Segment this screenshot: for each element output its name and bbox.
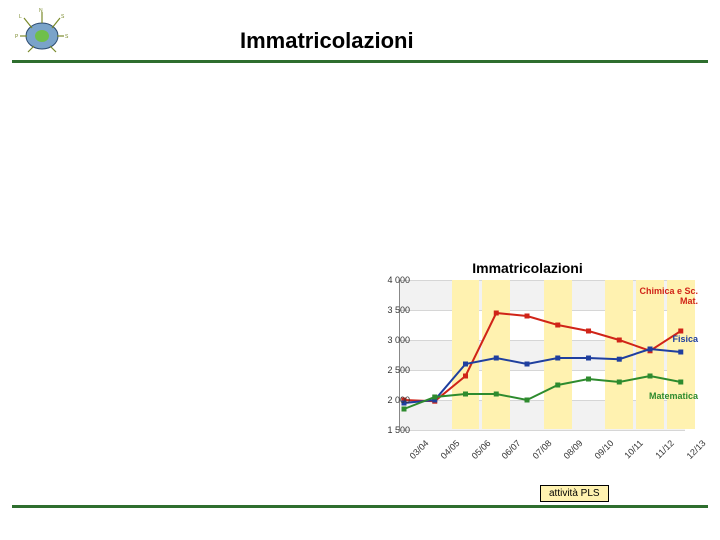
series-marker: [617, 357, 622, 362]
gridline: [400, 430, 685, 431]
series-marker: [678, 380, 683, 385]
svg-text:S: S: [65, 34, 69, 40]
logo: N L S P S: [14, 6, 70, 56]
x-tick-label: 08/09: [561, 438, 584, 461]
y-tick-label: 4 000: [370, 275, 410, 285]
header-rule: [12, 60, 708, 63]
series-marker: [555, 356, 560, 361]
series-marker: [494, 392, 499, 397]
header: N L S P S Immatricolazioni: [0, 0, 720, 62]
series-marker: [555, 383, 560, 388]
x-tick-label: 10/11: [623, 438, 646, 461]
series-marker: [463, 392, 468, 397]
y-tick-label: 3 500: [370, 305, 410, 315]
chart: Immatricolazioni 1 500 2 000 2 500 3 000 3 5…: [355, 260, 700, 470]
x-tick-label: 06/07: [500, 438, 523, 461]
legend-label: Matematica: [649, 391, 698, 401]
svg-text:N: N: [39, 8, 43, 14]
series-marker: [525, 314, 530, 319]
series-marker: [586, 356, 591, 361]
chart-title: Immatricolazioni: [355, 260, 700, 276]
svg-text:P: P: [15, 34, 19, 40]
y-tick-label: 2 500: [370, 365, 410, 375]
series-line: [404, 349, 681, 403]
series-marker: [525, 362, 530, 367]
x-tick-label: 03/04: [408, 438, 431, 461]
svg-text:S: S: [61, 14, 65, 20]
legend-label: Chimica e Sc.Mat.: [639, 286, 698, 306]
x-tick-label: 09/10: [592, 438, 615, 461]
legend-label: Fisica: [672, 334, 698, 344]
series-marker: [525, 398, 530, 403]
y-tick-label: 2 000: [370, 395, 410, 405]
x-tick-label: 12/13: [684, 438, 707, 461]
y-tick-label: 1 500: [370, 425, 410, 435]
series-marker: [648, 374, 653, 379]
y-tick-label: 3 000: [370, 335, 410, 345]
series-marker: [648, 347, 653, 352]
page-title: Immatricolazioni: [240, 28, 414, 54]
footer-chip: attività PLS: [540, 485, 609, 502]
series-marker: [555, 323, 560, 328]
svg-text:L: L: [19, 14, 22, 20]
x-tick-label: 11/12: [653, 438, 676, 461]
series-marker: [678, 329, 683, 334]
x-tick-label: 05/06: [469, 438, 492, 461]
series-marker: [463, 362, 468, 367]
series-marker: [678, 350, 683, 355]
series-marker: [432, 395, 437, 400]
series-marker: [494, 311, 499, 316]
x-tick-label: 07/08: [531, 438, 554, 461]
series-marker: [617, 338, 622, 343]
series-marker: [463, 374, 468, 379]
series-marker: [402, 407, 407, 412]
footer-rule: [12, 505, 708, 508]
series-marker: [494, 356, 499, 361]
series-marker: [617, 380, 622, 385]
page: N L S P S Immatricolazioni Immatricolazi…: [0, 0, 720, 540]
series-marker: [586, 329, 591, 334]
x-tick-label: 04/05: [438, 438, 461, 461]
series-marker: [586, 377, 591, 382]
